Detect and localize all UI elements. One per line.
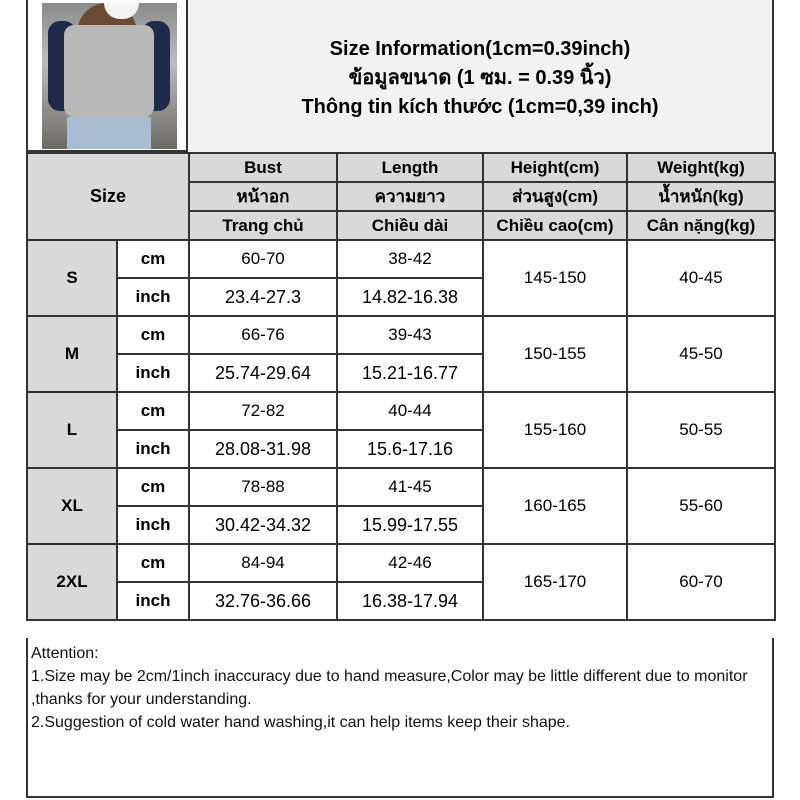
- unit-cm: cm: [116, 391, 190, 431]
- length-inch: 15.6-17.16: [336, 429, 484, 469]
- weight-header-thai: น้ำหนัก(kg): [626, 181, 776, 212]
- bust-cm: 72-82: [188, 391, 338, 431]
- title-english: Size Information(1cm=0.39inch): [329, 38, 631, 60]
- weight-value: 50-55: [626, 391, 776, 469]
- unit-inch: inch: [116, 277, 190, 317]
- bust-header-thai: หน้าอก: [188, 181, 338, 212]
- table-row: inch 32.76-36.66 16.38-17.94: [27, 581, 775, 621]
- size-label: M: [26, 315, 118, 393]
- table-row: inch 28.08-31.98 15.6-17.16: [27, 429, 775, 469]
- attention-note-1: 1.Size may be 2cm/1inch inaccuracy due t…: [31, 668, 748, 708]
- unit-inch: inch: [116, 429, 190, 469]
- height-value: 160-165: [482, 467, 628, 545]
- size-label: XL: [26, 467, 118, 545]
- table-row: inch 30.42-34.32 15.99-17.55: [27, 505, 775, 545]
- size-label: 2XL: [26, 543, 118, 621]
- attention-note-2: 2.Suggestion of cold water hand washing,…: [31, 714, 570, 731]
- attention-title: Attention:: [31, 645, 99, 662]
- size-label: L: [26, 391, 118, 469]
- title-thai: ข้อมูลขนาด (1 ซม. = 0.39 นิ้ว): [348, 67, 612, 89]
- table-row: inch 23.4-27.3 14.82-16.38: [27, 277, 775, 317]
- bust-inch: 28.08-31.98: [188, 429, 338, 469]
- weight-value: 55-60: [626, 467, 776, 545]
- length-header: Length: [336, 152, 484, 183]
- weight-value: 40-45: [626, 239, 776, 317]
- unit-inch: inch: [116, 505, 190, 545]
- height-header: Height(cm): [482, 152, 628, 183]
- table-row: XL cm 78-88 41-45 160-165 55-60: [26, 467, 776, 545]
- size-table: Size Bust Length Height(cm) Weight(kg) ห…: [26, 152, 776, 621]
- bust-cm: 60-70: [188, 239, 338, 279]
- height-header-thai: ส่วนสูง(cm): [482, 181, 628, 212]
- length-header-thai: ความยาว: [336, 181, 484, 212]
- table-row: inch 25.74-29.64 15.21-16.77: [27, 353, 775, 393]
- bust-inch: 23.4-27.3: [188, 277, 338, 317]
- attention-notes: Attention: 1.Size may be 2cm/1inch inacc…: [26, 638, 774, 798]
- length-header-vi: Chiều dài: [336, 210, 484, 241]
- bust-cm: 84-94: [188, 543, 338, 583]
- bust-cm: 66-76: [188, 315, 338, 355]
- bust-cm: 78-88: [188, 467, 338, 507]
- title-vietnamese: Thông tin kích thước (1cm=0,39 inch): [301, 96, 659, 118]
- size-label: S: [26, 239, 118, 317]
- unit-cm: cm: [116, 239, 190, 279]
- unit-cm: cm: [116, 467, 190, 507]
- size-header: Size: [26, 152, 190, 241]
- height-value: 145-150: [482, 239, 628, 317]
- unit-cm: cm: [116, 315, 190, 355]
- length-inch: 16.38-17.94: [336, 581, 484, 621]
- unit-inch: inch: [116, 353, 190, 393]
- bust-header-vi: Trang chủ: [188, 210, 338, 241]
- height-value: 155-160: [482, 391, 628, 469]
- table-row: S cm 60-70 38-42 145-150 40-45: [26, 239, 776, 317]
- size-info-title: Size Information(1cm=0.39inch) ข้อมูลขนา…: [188, 0, 774, 152]
- bust-inch: 30.42-34.32: [188, 505, 338, 545]
- length-cm: 41-45: [336, 467, 484, 507]
- height-header-vi: Chiều cao(cm): [482, 210, 628, 241]
- bust-header: Bust: [188, 152, 338, 183]
- table-row: L cm 72-82 40-44 155-160 50-55: [26, 391, 776, 469]
- table-row: 2XL cm 84-94 42-46 165-170 60-70: [26, 543, 776, 621]
- weight-value: 45-50: [626, 315, 776, 393]
- weight-value: 60-70: [626, 543, 776, 621]
- length-inch: 15.21-16.77: [336, 353, 484, 393]
- product-photo-cell: [26, 0, 188, 152]
- table-row: M cm 66-76 39-43 150-155 45-50: [26, 315, 776, 393]
- length-cm: 42-46: [336, 543, 484, 583]
- unit-cm: cm: [116, 543, 190, 583]
- length-inch: 15.99-17.55: [336, 505, 484, 545]
- length-inch: 14.82-16.38: [336, 277, 484, 317]
- height-value: 150-155: [482, 315, 628, 393]
- weight-header-vi: Cân nặng(kg): [626, 210, 776, 241]
- unit-inch: inch: [116, 581, 190, 621]
- bust-inch: 25.74-29.64: [188, 353, 338, 393]
- bust-inch: 32.76-36.66: [188, 581, 338, 621]
- height-value: 165-170: [482, 543, 628, 621]
- length-cm: 39-43: [336, 315, 484, 355]
- length-cm: 40-44: [336, 391, 484, 431]
- product-photo: [42, 3, 177, 149]
- length-cm: 38-42: [336, 239, 484, 279]
- weight-header: Weight(kg): [626, 152, 776, 183]
